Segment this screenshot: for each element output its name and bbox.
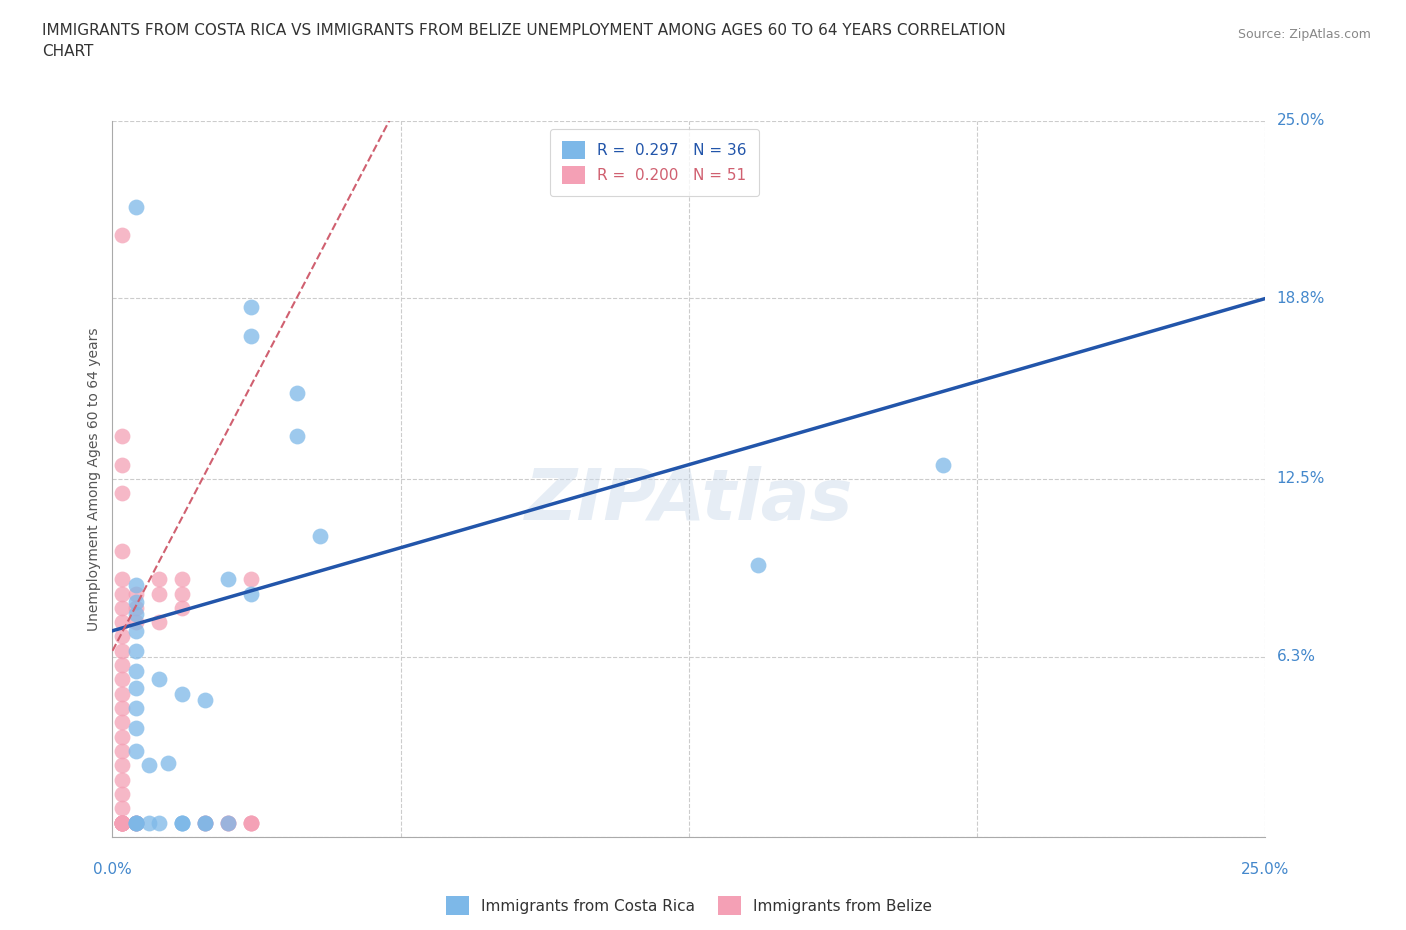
Point: [111, 816, 134, 830]
Point: [194, 816, 217, 830]
Point: [111, 458, 134, 472]
Point: [111, 816, 134, 830]
Text: 0.0%: 0.0%: [93, 862, 132, 877]
Point: [111, 228, 134, 243]
Point: [111, 816, 134, 830]
Point: [124, 681, 146, 696]
Point: [111, 615, 134, 630]
Point: [111, 429, 134, 444]
Point: [148, 586, 170, 601]
Point: [217, 816, 239, 830]
Point: [124, 644, 146, 658]
Point: [124, 615, 146, 630]
Point: [148, 572, 170, 587]
Point: [239, 328, 262, 343]
Point: [111, 729, 134, 744]
Point: [124, 663, 146, 678]
Point: [111, 816, 134, 830]
Text: ZIPAtlas: ZIPAtlas: [524, 466, 853, 535]
Point: [239, 572, 262, 587]
Point: [170, 686, 193, 701]
Text: 18.8%: 18.8%: [1277, 291, 1324, 306]
Point: [111, 586, 134, 601]
Point: [170, 572, 193, 587]
Point: [124, 816, 146, 830]
Point: [931, 458, 953, 472]
Point: [111, 715, 134, 730]
Point: [309, 529, 332, 544]
Point: [111, 543, 134, 558]
Point: [111, 816, 134, 830]
Point: [148, 615, 170, 630]
Text: 25.0%: 25.0%: [1277, 113, 1324, 128]
Point: [124, 601, 146, 616]
Point: [747, 557, 769, 572]
Point: [111, 772, 134, 787]
Point: [239, 586, 262, 601]
Point: [217, 816, 239, 830]
Text: 6.3%: 6.3%: [1277, 649, 1316, 664]
Point: [217, 572, 239, 587]
Point: [111, 658, 134, 672]
Point: [111, 572, 134, 587]
Point: [124, 816, 146, 830]
Point: [170, 601, 193, 616]
Point: [124, 606, 146, 621]
Point: [124, 721, 146, 736]
Point: [239, 816, 262, 830]
Point: [111, 801, 134, 816]
Point: [124, 816, 146, 830]
Point: [111, 787, 134, 802]
Point: [194, 816, 217, 830]
Point: [124, 594, 146, 609]
Point: [285, 429, 308, 444]
Y-axis label: Unemployment Among Ages 60 to 64 years: Unemployment Among Ages 60 to 64 years: [87, 327, 101, 631]
Point: [111, 816, 134, 830]
Point: [111, 700, 134, 715]
Point: [170, 586, 193, 601]
Point: [194, 816, 217, 830]
Point: [111, 758, 134, 773]
Point: [148, 672, 170, 687]
Point: [138, 758, 160, 773]
Point: [111, 686, 134, 701]
Point: [138, 816, 160, 830]
Point: [124, 816, 146, 830]
Point: [217, 816, 239, 830]
Point: [124, 700, 146, 715]
Point: [111, 601, 134, 616]
Point: [124, 623, 146, 638]
Point: [111, 744, 134, 759]
Point: [124, 199, 146, 214]
Point: [124, 578, 146, 592]
Point: [148, 816, 170, 830]
Text: IMMIGRANTS FROM COSTA RICA VS IMMIGRANTS FROM BELIZE UNEMPLOYMENT AMONG AGES 60 : IMMIGRANTS FROM COSTA RICA VS IMMIGRANTS…: [42, 23, 1005, 60]
Point: [111, 485, 134, 500]
Point: [170, 816, 193, 830]
Point: [111, 629, 134, 644]
Point: [111, 672, 134, 687]
Point: [111, 644, 134, 658]
Point: [124, 744, 146, 759]
Point: [124, 816, 146, 830]
Point: [239, 816, 262, 830]
Text: 12.5%: 12.5%: [1277, 472, 1324, 486]
Point: [124, 586, 146, 601]
Text: 25.0%: 25.0%: [1241, 862, 1289, 877]
Point: [239, 816, 262, 830]
Text: Source: ZipAtlas.com: Source: ZipAtlas.com: [1237, 28, 1371, 41]
Point: [111, 816, 134, 830]
Point: [156, 755, 179, 770]
Point: [124, 816, 146, 830]
Legend: Immigrants from Costa Rica, Immigrants from Belize: Immigrants from Costa Rica, Immigrants f…: [433, 884, 945, 927]
Point: [170, 816, 193, 830]
Point: [111, 816, 134, 830]
Point: [111, 816, 134, 830]
Point: [239, 299, 262, 314]
Point: [170, 816, 193, 830]
Point: [194, 692, 217, 707]
Point: [194, 816, 217, 830]
Point: [285, 386, 308, 401]
